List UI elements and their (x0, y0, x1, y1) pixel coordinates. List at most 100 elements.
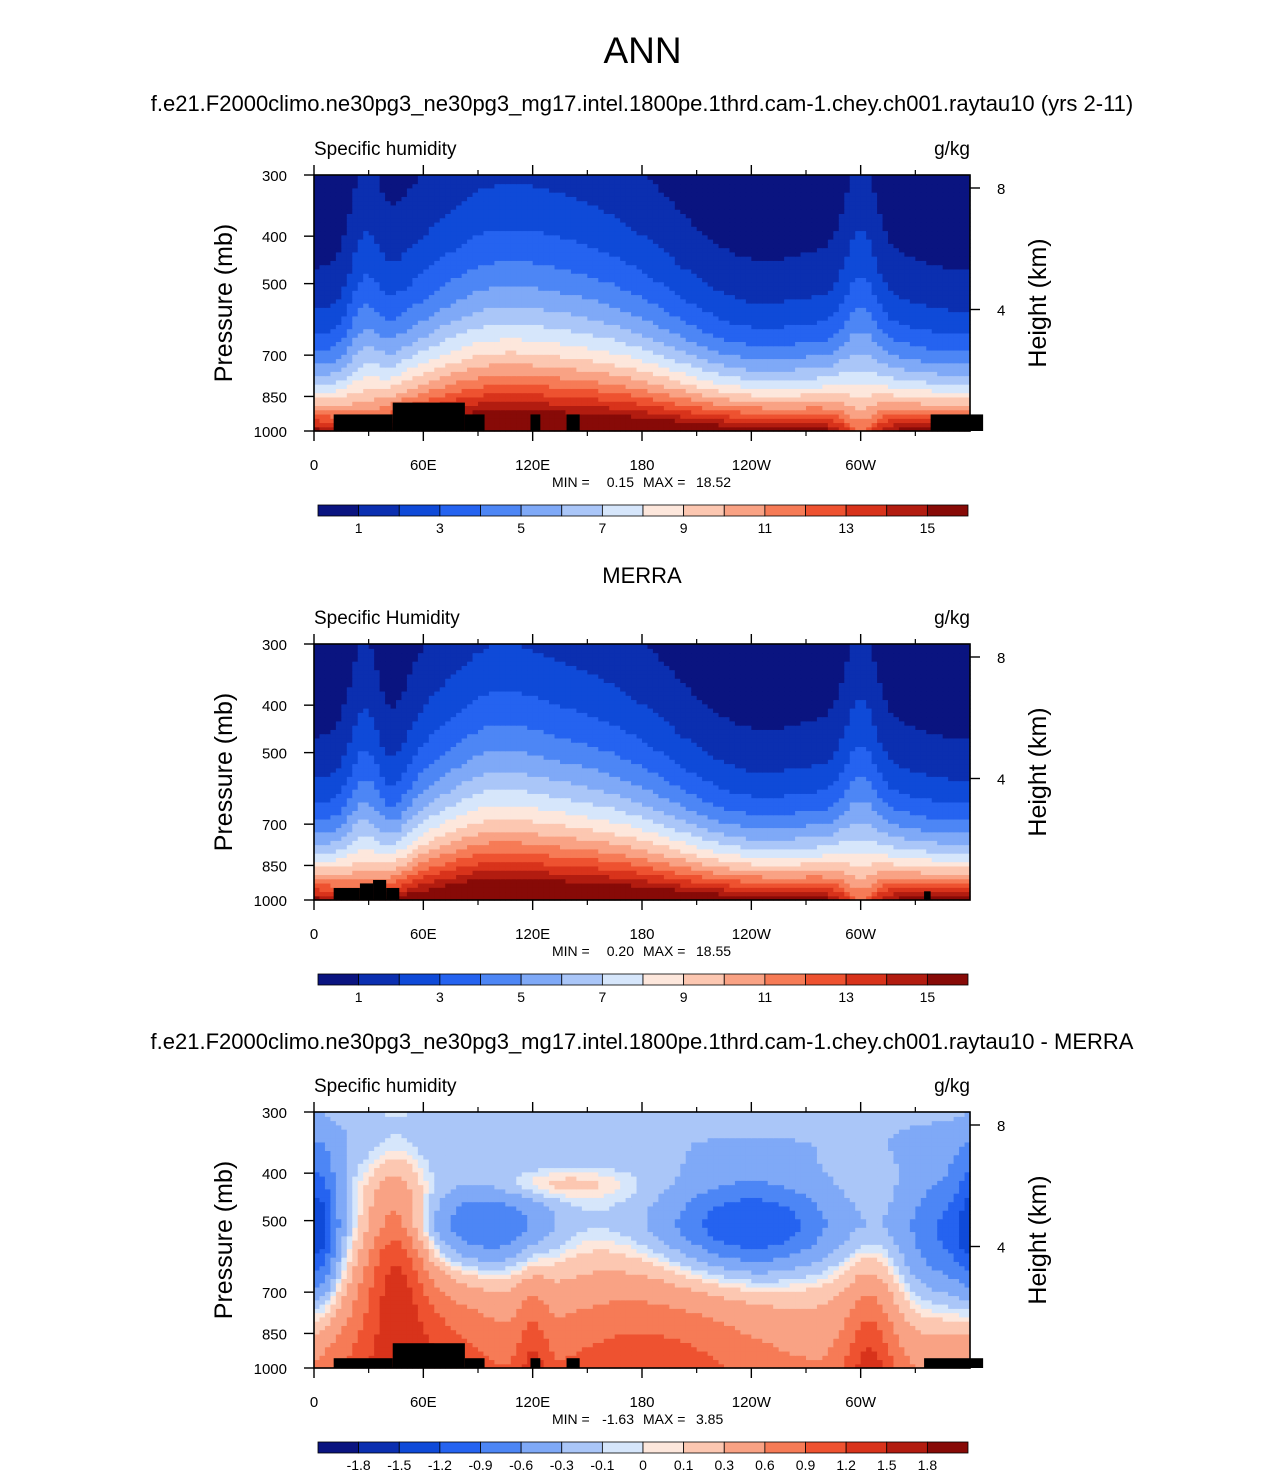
contour-cell (724, 371, 730, 376)
contour-cell (522, 312, 528, 317)
contour-cell (483, 333, 489, 338)
contour-cell (757, 405, 763, 410)
contour-cell (385, 346, 391, 351)
contour-cell (620, 307, 626, 312)
contour-cell (604, 388, 610, 393)
contour-cell (910, 333, 916, 338)
contour-cell (336, 363, 342, 368)
contour-cell (330, 333, 336, 338)
contour-cell (500, 320, 506, 325)
contour-cell (806, 329, 812, 334)
contour-cell (915, 346, 921, 351)
contour-cell (866, 346, 872, 351)
contour-cell (604, 410, 610, 415)
contour-cell (330, 405, 336, 410)
contour-cell (844, 286, 850, 291)
contour-cell (483, 388, 489, 393)
contour-cell (620, 294, 626, 299)
contour-cell (932, 337, 938, 342)
contour-cell (642, 358, 648, 363)
contour-cell (560, 358, 566, 363)
contour-cell (407, 312, 413, 317)
contour-cell (959, 401, 965, 406)
contour-cell (702, 256, 708, 261)
contour-cell (713, 401, 719, 406)
contour-cell (314, 316, 320, 321)
contour-cell (325, 380, 331, 385)
contour-cell (740, 363, 746, 368)
contour-cell (735, 341, 741, 346)
contour-cell (954, 388, 960, 393)
contour-cell (494, 294, 500, 299)
contour-cell (943, 273, 949, 278)
contour-cell (746, 312, 752, 317)
contour-cell (708, 397, 714, 402)
contour-cell (336, 299, 342, 304)
contour-cell (888, 265, 894, 270)
contour-cell (669, 410, 675, 415)
contour-cell (598, 354, 604, 359)
contour-cell (522, 337, 528, 342)
contour-cell (784, 422, 790, 427)
contour-cell (713, 367, 719, 372)
contour-cell (598, 329, 604, 334)
contour-cell (954, 363, 960, 368)
contour-cell (762, 367, 768, 372)
contour-cell (904, 260, 910, 265)
contour-cell (330, 346, 336, 351)
contour-cell (451, 393, 457, 398)
contour-cell (702, 320, 708, 325)
contour-cell (822, 371, 828, 376)
contour-cell (494, 422, 500, 427)
contour-cell (664, 341, 670, 346)
contour-cell (948, 269, 954, 274)
contour-cell (915, 265, 921, 270)
contour-cell (719, 312, 725, 317)
contour-cell (937, 256, 943, 261)
contour-cell (423, 303, 429, 308)
contour-cell (899, 380, 905, 385)
contour-cell (713, 358, 719, 363)
contour-cell (380, 388, 386, 393)
contour-cell (467, 316, 473, 321)
contour-cell (516, 286, 522, 291)
contour-cell (352, 269, 358, 274)
contour-cell (872, 414, 878, 419)
contour-cell (511, 384, 517, 389)
contour-cell (369, 354, 375, 359)
contour-cell (757, 350, 763, 355)
contour-cell (462, 294, 468, 299)
contour-cell (445, 324, 451, 329)
contour-cell (724, 320, 730, 325)
contour-cell (833, 388, 839, 393)
contour-cell (669, 388, 675, 393)
contour-cell (609, 329, 615, 334)
contour-cell (686, 376, 692, 381)
contour-cell (631, 418, 637, 423)
contour-cell (773, 269, 779, 274)
contour-cell (921, 388, 927, 393)
contour-cell (363, 337, 369, 342)
contour-cell (888, 401, 894, 406)
contour-cell (839, 405, 845, 410)
contour-cell (954, 273, 960, 278)
contour-cell (505, 316, 511, 321)
contour-cell (691, 312, 697, 317)
contour-cell (330, 341, 336, 346)
contour-cell (806, 294, 812, 299)
contour-cell (910, 303, 916, 308)
contour-cell (822, 393, 828, 398)
contour-cell (363, 346, 369, 351)
contour-cell (768, 316, 774, 321)
contour-cell (943, 371, 949, 376)
contour-cell (883, 273, 889, 278)
contour-cell (380, 354, 386, 359)
contour-cell (773, 312, 779, 317)
contour-cell (675, 414, 681, 419)
contour-cell (915, 376, 921, 381)
contour-cell (407, 367, 413, 372)
contour-cell (762, 388, 768, 393)
contour-cell (948, 350, 954, 355)
contour-cell (669, 346, 675, 351)
contour-cell (658, 312, 664, 317)
